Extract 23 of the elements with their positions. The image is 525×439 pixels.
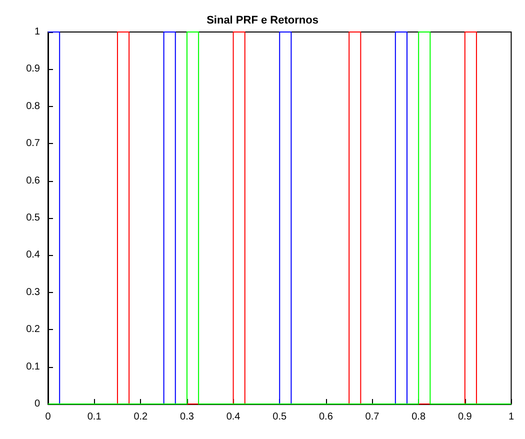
y-tick-label: 0.1 (26, 361, 40, 372)
y-tick-label: 0.5 (26, 212, 40, 224)
x-tick-label: 0.2 (134, 412, 148, 422)
x-tick-label: 1 (508, 412, 514, 422)
x-tick-label: 0.3 (180, 412, 194, 422)
x-tick-label: 0 (45, 412, 52, 422)
y-tick-label: 0.3 (26, 286, 40, 298)
x-tick-label: 0.6 (318, 412, 334, 422)
x-tick-label: 0.4 (226, 412, 241, 422)
y-tick-label: 1 (34, 26, 40, 38)
y-tick-label: 0.8 (26, 100, 40, 112)
y-tick-label: 0.6 (26, 175, 40, 186)
x-tick-label: 0.7 (365, 412, 380, 422)
y-tick-label: 0.2 (26, 324, 40, 336)
y-tick-label: 0.7 (26, 138, 40, 150)
y-tick-label: 0.9 (26, 64, 40, 75)
y-tick-label: 0.4 (26, 250, 40, 261)
x-tick-label: 0.8 (412, 412, 426, 422)
chart-title: Sinal PRF e Retornos (206, 14, 318, 26)
x-tick-label: 0.1 (87, 412, 102, 422)
y-tick-label: 0 (34, 398, 40, 410)
x-tick-label: 0.5 (272, 412, 287, 422)
x-tick-label: 0.9 (458, 412, 472, 422)
